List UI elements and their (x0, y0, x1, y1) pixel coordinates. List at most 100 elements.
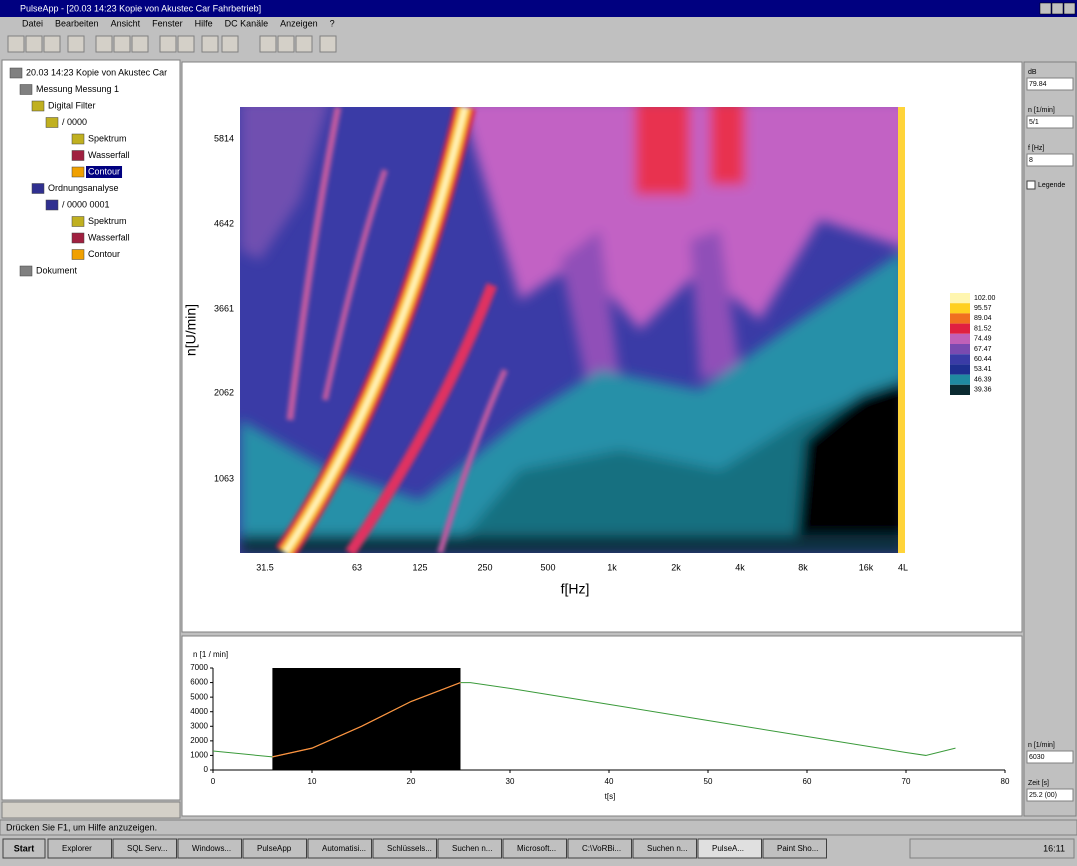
tree-icon (32, 184, 44, 194)
legend-swatch (950, 334, 970, 344)
legend-label: 81.52 (974, 325, 992, 332)
taskbar-items: StartExplorerSQL Serv...Windows...PulseA… (3, 839, 1074, 858)
spectrogram-edge (898, 107, 905, 553)
menu-item[interactable]: Bearbeiten (55, 18, 99, 28)
x-tick-label: 40 (605, 777, 614, 786)
tree-label[interactable]: Dokument (36, 265, 78, 275)
legend-label: 39.36 (974, 387, 992, 394)
toolbar-button[interactable] (296, 36, 312, 52)
tree-icon (46, 118, 58, 128)
x-tick-label: 31.5 (256, 562, 274, 572)
y-tick-label: 7000 (190, 663, 208, 672)
tree-scrollbar[interactable] (2, 802, 180, 818)
x-tick-label: 70 (902, 777, 911, 786)
tree-label[interactable]: Ordnungsanalyse (48, 183, 119, 193)
legend-swatch (950, 293, 970, 303)
tree-label[interactable]: Spektrum (88, 216, 127, 226)
toolbar-button[interactable] (202, 36, 218, 52)
field-box[interactable] (1027, 154, 1073, 166)
menu-item[interactable]: Hilfe (195, 18, 213, 28)
tree-label[interactable]: Digital Filter (48, 100, 96, 110)
toolbar-button[interactable] (178, 36, 194, 52)
field-value: 79.84 (1029, 81, 1047, 88)
task-label: SQL Serv... (127, 844, 167, 853)
legend-swatch (950, 313, 970, 323)
start-label: Start (14, 843, 35, 853)
menu-item[interactable]: Anzeigen (280, 18, 318, 28)
field-label: n [1/min] (1028, 742, 1055, 749)
task-label: Schlüssels... (387, 844, 432, 853)
x-tick-label: 50 (704, 777, 713, 786)
x-tick-label: 500 (540, 562, 555, 572)
task-label: Paint Sho... (777, 844, 818, 853)
toolbar-button[interactable] (160, 36, 176, 52)
x-tick-label: 20 (407, 777, 416, 786)
y-axis-label: n[U/min] (183, 304, 199, 356)
menu-item[interactable]: DC Kanäle (225, 18, 269, 28)
field-value: 25.2 (00) (1029, 792, 1057, 799)
status-bar (0, 820, 1077, 835)
tree-label[interactable]: / 0000 0001 (62, 199, 110, 209)
menu-item[interactable]: Datei (22, 18, 43, 28)
tree-icon (72, 233, 84, 243)
field-value: 8 (1029, 157, 1033, 164)
toolbar-button[interactable] (8, 36, 24, 52)
toolbar-button[interactable] (44, 36, 60, 52)
clock: 16:11 (1043, 843, 1065, 853)
tree-label[interactable]: Spektrum (88, 133, 127, 143)
minimize-button[interactable] (1040, 3, 1051, 14)
tree-label[interactable]: 20.03 14:23 Kopie von Akustec Car (26, 67, 167, 77)
toolbar-button[interactable] (278, 36, 294, 52)
page: PulseApp - [20.03 14:23 Kopie von Akuste… (0, 0, 1077, 861)
toolbar-button[interactable] (114, 36, 130, 52)
legend-label: 95.57 (974, 305, 992, 312)
checkbox[interactable] (1027, 181, 1035, 189)
legend-swatch (950, 344, 970, 354)
field-label: n [1/min] (1028, 107, 1055, 114)
tree-label[interactable]: Contour (88, 249, 120, 259)
close-button[interactable] (1064, 3, 1075, 14)
x-axis-label: t[s] (605, 792, 616, 801)
spectrogram-image (240, 100, 910, 555)
tree-icon (72, 167, 84, 177)
tree-label[interactable]: Wasserfall (88, 232, 130, 242)
legend-swatch (950, 385, 970, 395)
field-red (710, 100, 745, 185)
legend-swatch (950, 303, 970, 313)
tree-label[interactable]: Contour (88, 166, 120, 176)
menu-item[interactable]: Ansicht (111, 18, 141, 28)
toolbar-button[interactable] (68, 36, 84, 52)
task-label: Explorer (62, 844, 92, 853)
tree-label[interactable]: / 0000 (62, 117, 87, 127)
maximize-button[interactable] (1052, 3, 1063, 14)
tree-icon (20, 266, 32, 276)
x-tick-label: 16k (859, 562, 874, 572)
tree-label[interactable]: Messung Messung 1 (36, 84, 119, 94)
task-label: PulseApp (257, 844, 292, 853)
task-label: PulseA... (712, 844, 744, 853)
y-tick-label: 2000 (190, 736, 208, 745)
field-floor (240, 535, 905, 555)
tree-label[interactable]: Wasserfall (88, 150, 130, 160)
tree-icon (46, 200, 58, 210)
y-tick-label: 4642 (214, 218, 234, 228)
legend-swatch (950, 324, 970, 334)
y-tick-label: 4000 (190, 707, 208, 716)
task-label: Suchen n... (647, 844, 687, 853)
menu-item[interactable]: ? (330, 18, 335, 28)
y-tick-label: 5814 (214, 133, 234, 143)
x-tick-label: 4k (735, 562, 745, 572)
toolbar-button[interactable] (260, 36, 276, 52)
toolbar-button[interactable] (320, 36, 336, 52)
field-value: 6030 (1029, 754, 1045, 761)
field-label: f [Hz] (1028, 145, 1044, 152)
x-tick-label: 0 (211, 777, 216, 786)
toolbar-button[interactable] (132, 36, 148, 52)
menu-item[interactable]: Fenster (152, 18, 183, 28)
legend-swatch (950, 364, 970, 374)
toolbar-button[interactable] (26, 36, 42, 52)
y-tick-label: 3000 (190, 721, 208, 730)
task-label: C:\VoRBi... (582, 844, 621, 853)
toolbar-button[interactable] (96, 36, 112, 52)
toolbar-button[interactable] (222, 36, 238, 52)
